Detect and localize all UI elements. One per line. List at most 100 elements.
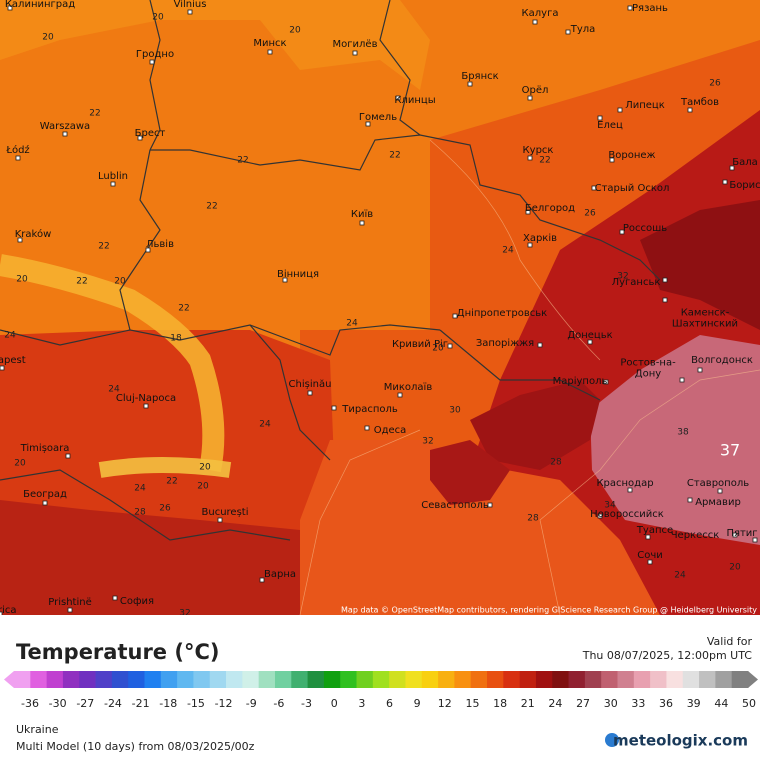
sea [300,440,660,615]
legend-tick-label: 21 [521,697,535,710]
colorbar-end [748,671,758,688]
colorbar-swatch [323,671,341,688]
city-dot [565,29,571,35]
colorbar-swatch [699,671,716,688]
city-dot [603,379,609,385]
city-dot [0,365,5,371]
colorbar-swatch [242,671,260,688]
isotherm-label: 30 [449,406,461,416]
city-dot [259,577,265,583]
city-dot [365,121,371,127]
valid-label: Valid for [707,635,753,648]
isotherm-label: 22 [237,156,248,166]
valid-time: Thu 08/07/2025, 12:00pm UTC [582,649,753,662]
isotherm-label: 22 [166,477,177,487]
colorbar-swatch [95,671,113,688]
legend-tick-label: 27 [576,697,590,710]
city-dot [591,185,597,191]
city-dot [397,392,403,398]
city-dot [42,500,48,506]
legend-tick-label: 33 [631,697,645,710]
city-dot [145,247,151,253]
isotherm-label: 20 [152,13,164,23]
city-label: Краснодар [596,478,653,489]
city-dot [137,135,143,141]
city-dot [527,242,533,248]
city-label: Дніпропетровськ [457,307,547,319]
city-label: Podgorica [0,605,17,616]
city-label: Львів [146,238,174,250]
city-label: Warszawa [40,121,90,132]
city-dot [447,343,453,349]
city-label: Łódź [5,144,29,156]
city-label: Budapest [0,355,26,366]
isotherm-label: 20 [16,275,28,285]
colorbar-swatch [372,671,390,688]
legend-tick-label: 3 [358,697,365,710]
city-label: Вінниця [277,268,319,280]
city-label: Vilnius [174,0,207,10]
city-dot [487,502,493,508]
colorbar-end [4,671,14,688]
city-dot [364,425,370,431]
legend-tick-label: 50 [742,697,756,710]
borders [0,0,661,541]
isotherm-label: 28 [134,508,146,518]
region [98,457,232,478]
city-dot [527,95,533,101]
city-dot [617,107,623,113]
region [0,254,225,473]
isotherm-label: 34 [604,501,616,511]
isotherm-label: 24 [4,331,16,341]
city-dot [62,131,68,137]
city-dot [587,339,593,345]
isotherm-label: 18 [170,334,182,344]
colorbar-swatch [160,671,178,688]
city-label: Белгород [525,203,575,214]
city-label: Липецк [625,100,665,111]
city-dot [7,5,13,11]
legend-tick-label: 44 [714,697,728,710]
city-label: Донецьк [567,330,612,341]
isotherm-label: 24 [502,246,514,256]
isotherm-label: 22 [76,277,87,287]
colorbar-swatch [46,671,64,688]
legend-tick-label: 36 [659,697,673,710]
city-label: Тула [570,24,596,35]
city-label: Брянск [461,71,498,82]
model-info: Multi Model (10 days) from 08/03/2025/00… [16,740,255,753]
city-dot [0,611,3,615]
legend-tick-label: 0 [331,697,338,710]
colorbar-swatch [111,671,129,688]
city-label: Запоріжжя [476,337,534,349]
legend-tick-label: -36 [21,697,39,710]
legend-tick-label: -30 [49,697,67,710]
city-dot [619,229,625,235]
colorbar-swatch [79,671,96,688]
city-label: Волгодонск [691,355,753,366]
colorbar-swatch [715,671,733,688]
colorbar-swatch [617,671,635,688]
colorbar-swatch [307,671,325,688]
isotherm-label: 22 [178,304,189,314]
city-label: Гомель [359,112,397,123]
legend-tick-label: 12 [438,697,452,710]
city-label: Сочи [637,550,663,561]
region-name: Ukraine [16,723,59,736]
legend-tick-label: 9 [414,697,421,710]
city-dot [679,377,685,383]
city-dot [687,107,693,113]
colorbar-swatch [209,671,227,688]
colorbar-swatch [193,671,211,688]
city-label: Севастополь [421,500,489,511]
city-label: Timișoara [20,443,70,454]
city-dot [112,595,118,601]
city-dot [722,179,728,185]
city-label: Елец [597,120,623,131]
city-dot [331,405,337,411]
isotherm-label: 22 [98,242,109,252]
city-label: Београд [23,489,67,500]
isotherm-label: 20 [14,459,26,469]
isotherm-label: 22 [89,109,100,119]
isotherm-label: 20 [114,277,126,287]
